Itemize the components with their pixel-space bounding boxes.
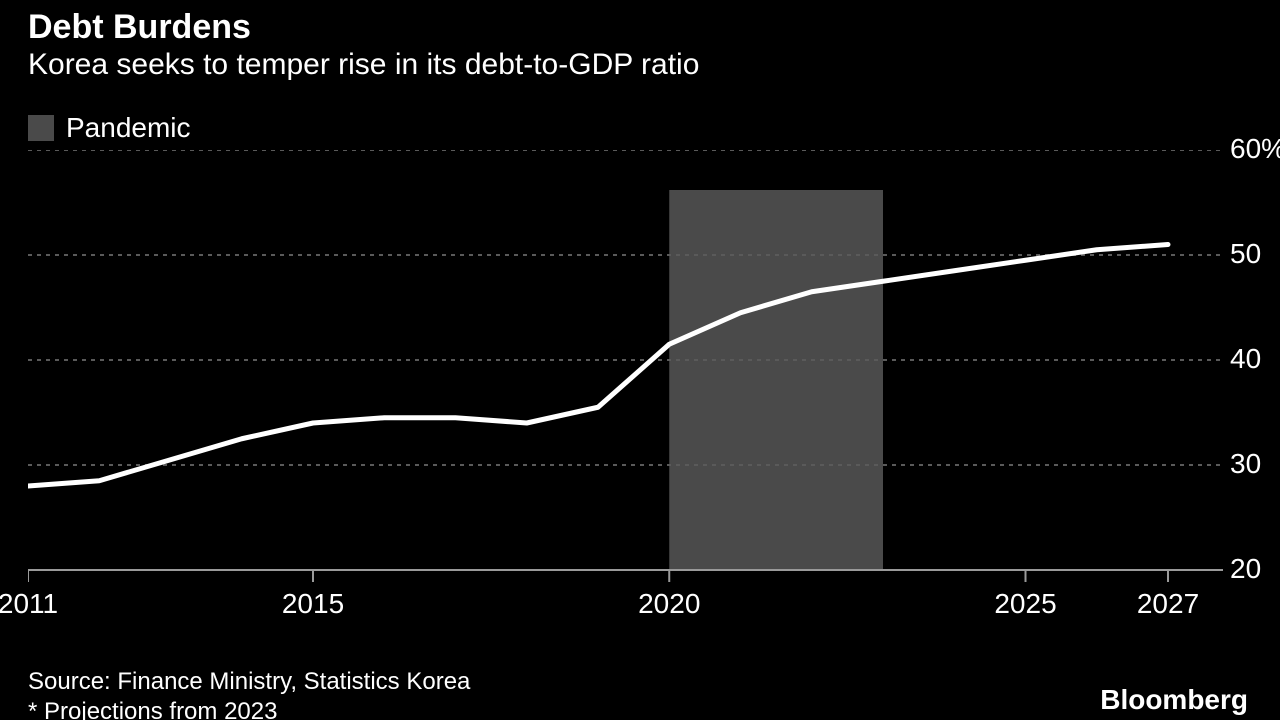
legend-swatch-pandemic (28, 115, 54, 141)
legend-label-pandemic: Pandemic (66, 112, 191, 144)
chart-container: Debt Burdens Korea seeks to temper rise … (0, 0, 1280, 720)
chart-title: Debt Burdens (28, 8, 251, 47)
legend: Pandemic (28, 112, 191, 144)
chart-area: 2030405060%20112015202020252027 (28, 150, 1252, 590)
x-tick-label: 2020 (638, 588, 700, 620)
y-tick-label: 60% (1230, 133, 1280, 165)
chart-subtitle: Korea seeks to temper rise in its debt-t… (28, 48, 699, 82)
pandemic-band (669, 190, 883, 570)
y-tick-label: 20 (1230, 553, 1261, 585)
x-tick-label: 2015 (282, 588, 344, 620)
y-tick-label: 40 (1230, 343, 1261, 375)
x-tick-label: 2027 (1137, 588, 1199, 620)
y-tick-label: 50 (1230, 238, 1261, 270)
brand-watermark: Bloomberg (1100, 684, 1248, 716)
y-tick-label: 30 (1230, 448, 1261, 480)
x-tick-label: 2025 (994, 588, 1056, 620)
line-series (28, 245, 1168, 487)
x-tick-label: 2011 (0, 588, 58, 620)
projection-note: * Projections from 2023 (28, 698, 277, 720)
chart-svg (28, 150, 1252, 590)
source-text: Source: Finance Ministry, Statistics Kor… (28, 668, 470, 696)
